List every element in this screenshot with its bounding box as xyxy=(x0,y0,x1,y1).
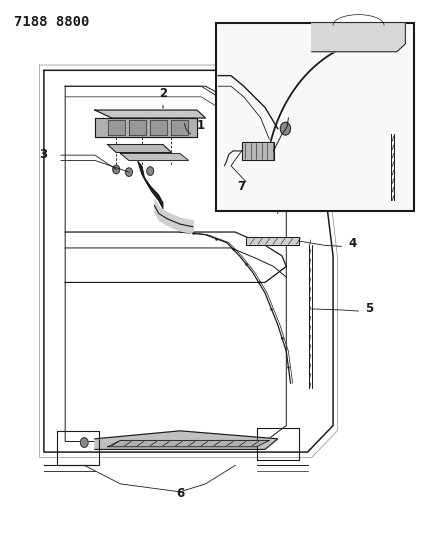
Text: 1: 1 xyxy=(197,119,205,132)
Bar xyxy=(216,22,414,211)
Polygon shape xyxy=(129,120,146,135)
Polygon shape xyxy=(108,120,125,135)
Polygon shape xyxy=(95,118,197,136)
Circle shape xyxy=(80,438,88,447)
Polygon shape xyxy=(95,431,278,449)
Text: 5: 5 xyxy=(365,302,373,314)
Polygon shape xyxy=(120,154,188,160)
Text: 2: 2 xyxy=(159,87,167,108)
Polygon shape xyxy=(150,120,167,135)
Text: 6: 6 xyxy=(176,487,184,500)
Text: 4: 4 xyxy=(348,237,356,250)
Circle shape xyxy=(147,167,154,175)
Polygon shape xyxy=(312,22,405,52)
Polygon shape xyxy=(172,120,188,135)
Circle shape xyxy=(125,168,132,176)
Text: 3: 3 xyxy=(40,148,48,161)
Polygon shape xyxy=(242,142,273,160)
Circle shape xyxy=(113,165,119,174)
Circle shape xyxy=(280,122,291,135)
Polygon shape xyxy=(95,110,205,118)
Polygon shape xyxy=(246,237,299,245)
Polygon shape xyxy=(108,144,172,152)
Text: 7188 8800: 7188 8800 xyxy=(14,14,89,29)
Polygon shape xyxy=(108,440,269,447)
Text: 7: 7 xyxy=(238,180,246,192)
